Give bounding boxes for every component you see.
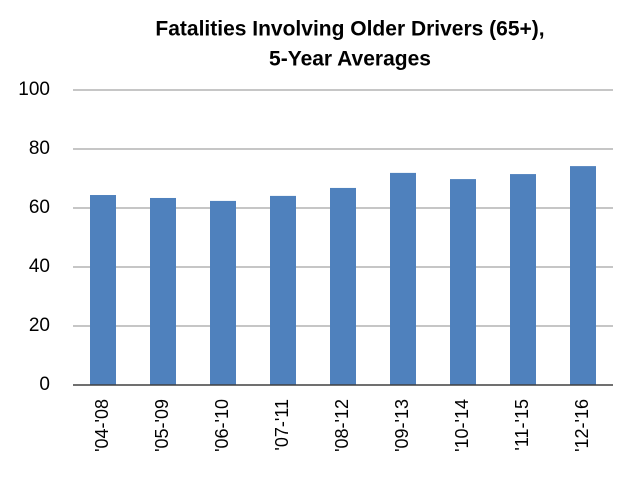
x-tick-label: '04-'08 [92, 399, 112, 452]
x-tick-label: '12-'16 [572, 399, 592, 452]
chart-title: Fatalities Involving Older Drivers (65+)… [155, 18, 544, 41]
bar [390, 172, 416, 385]
bar [510, 174, 536, 385]
x-tick-label: '08-'12 [332, 399, 352, 452]
y-tick-label: 60 [29, 197, 50, 218]
x-tick-label: '10-'14 [452, 399, 472, 452]
bar [210, 200, 236, 385]
bar [270, 195, 296, 385]
chart-title: 5-Year Averages [269, 48, 431, 71]
x-tick-label: '09-'13 [392, 399, 412, 452]
bar [450, 179, 476, 385]
y-tick-label: 40 [29, 256, 50, 277]
x-tick-label: '05-'09 [152, 399, 172, 452]
y-tick-label: 100 [18, 79, 50, 100]
bar [90, 195, 116, 385]
x-tick-label: '06-'10 [212, 399, 232, 452]
y-tick-label: 0 [39, 374, 50, 395]
bar [150, 197, 176, 385]
bar [330, 187, 356, 385]
bar [570, 166, 596, 385]
x-tick-label: '11-'15 [512, 399, 532, 451]
y-tick-label: 80 [29, 138, 50, 159]
y-tick-label: 20 [29, 315, 50, 336]
x-tick-label: '07-'11 [272, 399, 292, 451]
